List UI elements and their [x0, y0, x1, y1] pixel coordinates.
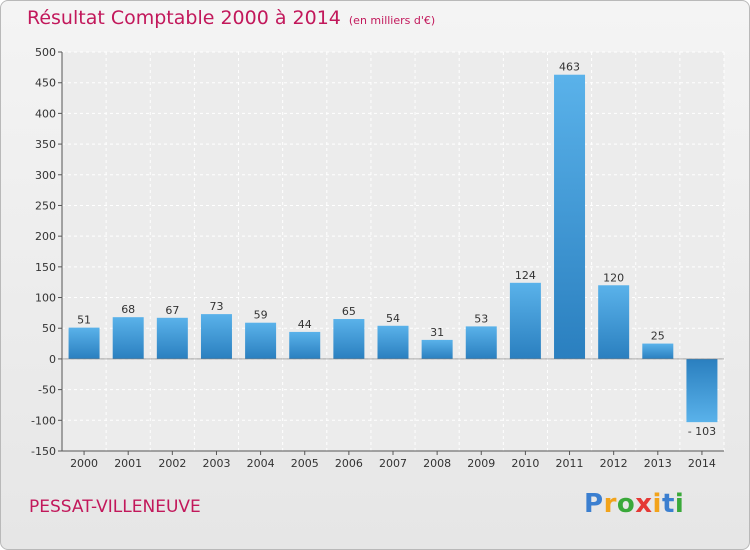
proxiti-logo[interactable]: Proxiti: [584, 489, 684, 519]
x-tick-label: 2014: [688, 457, 716, 470]
chart-title: Résultat Comptable 2000 à 2014 (en millie…: [27, 7, 435, 29]
bar-2002: [156, 317, 188, 359]
chart-title-text: Résultat Comptable 2000 à 2014: [27, 7, 341, 29]
bar-value-label: 124: [515, 269, 536, 282]
y-tick-label: 450: [35, 77, 56, 90]
bar-2000: [68, 327, 100, 359]
x-tick-label: 2001: [114, 457, 142, 470]
bar-2008: [421, 339, 453, 359]
x-tick-label: 2006: [335, 457, 363, 470]
x-tick-label: 2009: [467, 457, 495, 470]
logo-letter: i: [674, 489, 685, 519]
x-tick-label: 2008: [423, 457, 451, 470]
x-tick-label: 2011: [556, 457, 584, 470]
plot-area: [62, 52, 724, 451]
bar-value-label: 120: [603, 271, 624, 284]
bar-value-label: 73: [209, 300, 223, 313]
y-tick-label: -150: [31, 445, 56, 458]
bar-2009: [465, 326, 497, 359]
bar-value-label: - 103: [688, 425, 716, 438]
y-tick-label: -100: [31, 414, 56, 427]
y-tick-label: -50: [38, 384, 56, 397]
bar-value-label: 54: [386, 312, 400, 325]
bar-value-label: 25: [651, 330, 665, 343]
x-tick-label: 2003: [202, 457, 230, 470]
bar-2013: [642, 343, 674, 359]
bar-2010: [509, 282, 541, 359]
bar-value-label: 463: [559, 61, 580, 74]
x-tick-label: 2012: [600, 457, 628, 470]
bar-value-label: 68: [121, 303, 135, 316]
logo-letter: o: [616, 489, 636, 519]
bar-value-label: 31: [430, 326, 444, 339]
x-tick-label: 2004: [247, 457, 275, 470]
logo-letter: i: [652, 489, 662, 519]
logo-letter: P: [584, 489, 604, 519]
chart-subtitle: (en milliers d'€): [348, 14, 436, 27]
y-tick-label: 50: [42, 322, 56, 335]
bar-2004: [245, 322, 277, 359]
logo-letter: x: [635, 489, 653, 519]
x-tick-label: 2013: [644, 457, 672, 470]
y-tick-label: 250: [35, 199, 56, 212]
bar-2005: [289, 331, 321, 359]
bar-2006: [333, 319, 365, 359]
bar-2007: [377, 325, 409, 359]
y-tick-label: 300: [35, 169, 56, 182]
bar-2011: [554, 74, 586, 359]
x-tick-label: 2007: [379, 457, 407, 470]
logo-letter: t: [661, 489, 675, 519]
y-tick-label: 0: [49, 353, 56, 366]
y-tick-label: 350: [35, 138, 56, 151]
bar-value-label: 67: [165, 304, 179, 317]
x-tick-label: 2002: [158, 457, 186, 470]
bar-value-label: 65: [342, 305, 356, 318]
y-tick-label: 400: [35, 107, 56, 120]
bar-value-label: 44: [298, 318, 312, 331]
y-tick-label: 100: [35, 292, 56, 305]
bar-value-label: 53: [474, 312, 488, 325]
location-name: PESSAT-VILLENEUVE: [29, 497, 201, 517]
x-tick-label: 2010: [511, 457, 539, 470]
bar-value-label: 59: [254, 309, 268, 322]
x-tick-label: 2005: [291, 457, 319, 470]
bar-2012: [598, 285, 630, 359]
y-tick-label: 200: [35, 230, 56, 243]
y-tick-label: 500: [35, 46, 56, 59]
bar-value-label: 51: [77, 314, 91, 327]
bar-2001: [112, 317, 144, 359]
logo-letter: r: [603, 489, 617, 519]
y-tick-label: 150: [35, 261, 56, 274]
bar-2003: [200, 314, 232, 359]
bar-2014: [686, 358, 718, 423]
x-tick-label: 2000: [70, 457, 98, 470]
